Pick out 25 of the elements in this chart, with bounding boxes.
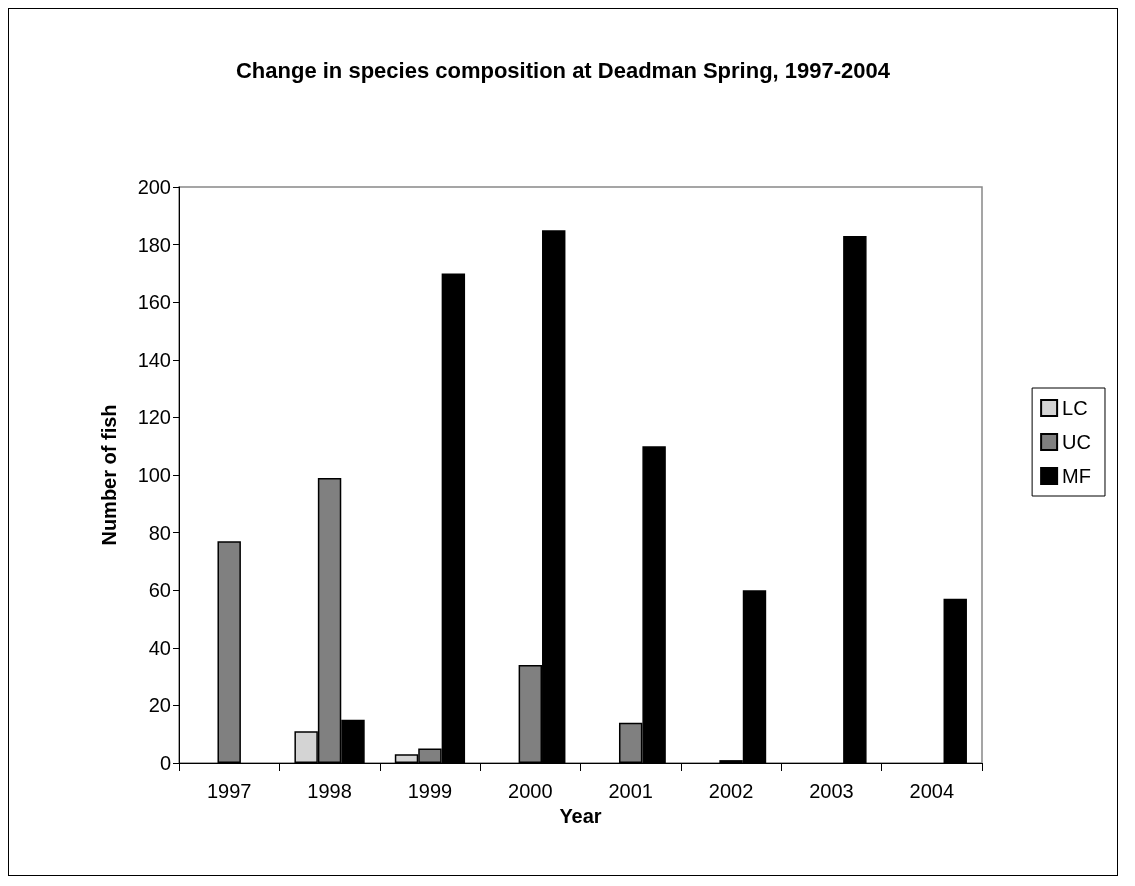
x-tick-label: 2001	[608, 780, 653, 802]
y-tick-label: 140	[137, 348, 171, 371]
legend-label: MF	[1062, 465, 1091, 487]
y-tick-label: 40	[148, 636, 171, 659]
x-tick-label: 2002	[708, 780, 754, 802]
y-tick-label: 0	[159, 752, 171, 774]
y-tick-label: 20	[148, 694, 171, 717]
y-tick-label: 60	[148, 579, 171, 602]
x-tick-label: 1998	[307, 780, 352, 802]
x-tick-label: 2000	[508, 780, 553, 802]
y-tick-label: 80	[148, 521, 171, 544]
x-tick-label: 2003	[809, 780, 854, 802]
y-tick-label: 100	[137, 464, 171, 486]
y-tick-label: 120	[137, 406, 171, 429]
x-tick-label: 2004	[909, 780, 955, 802]
y-tick-label: 200	[137, 176, 171, 198]
x-axis-title: Year	[559, 804, 602, 827]
y-tick-label: 180	[137, 233, 171, 256]
x-tick-label: 1997	[206, 780, 252, 802]
y-axis-title: Number of fish	[98, 404, 120, 546]
x-tick-label: 1999	[407, 780, 453, 802]
legend-label: LC	[1062, 397, 1088, 419]
chart-title: Change in species composition at Deadman Spring, 1997-2004	[235, 57, 891, 83]
y-tick-label: 160	[137, 291, 171, 314]
legend-label: UC	[1062, 431, 1091, 453]
